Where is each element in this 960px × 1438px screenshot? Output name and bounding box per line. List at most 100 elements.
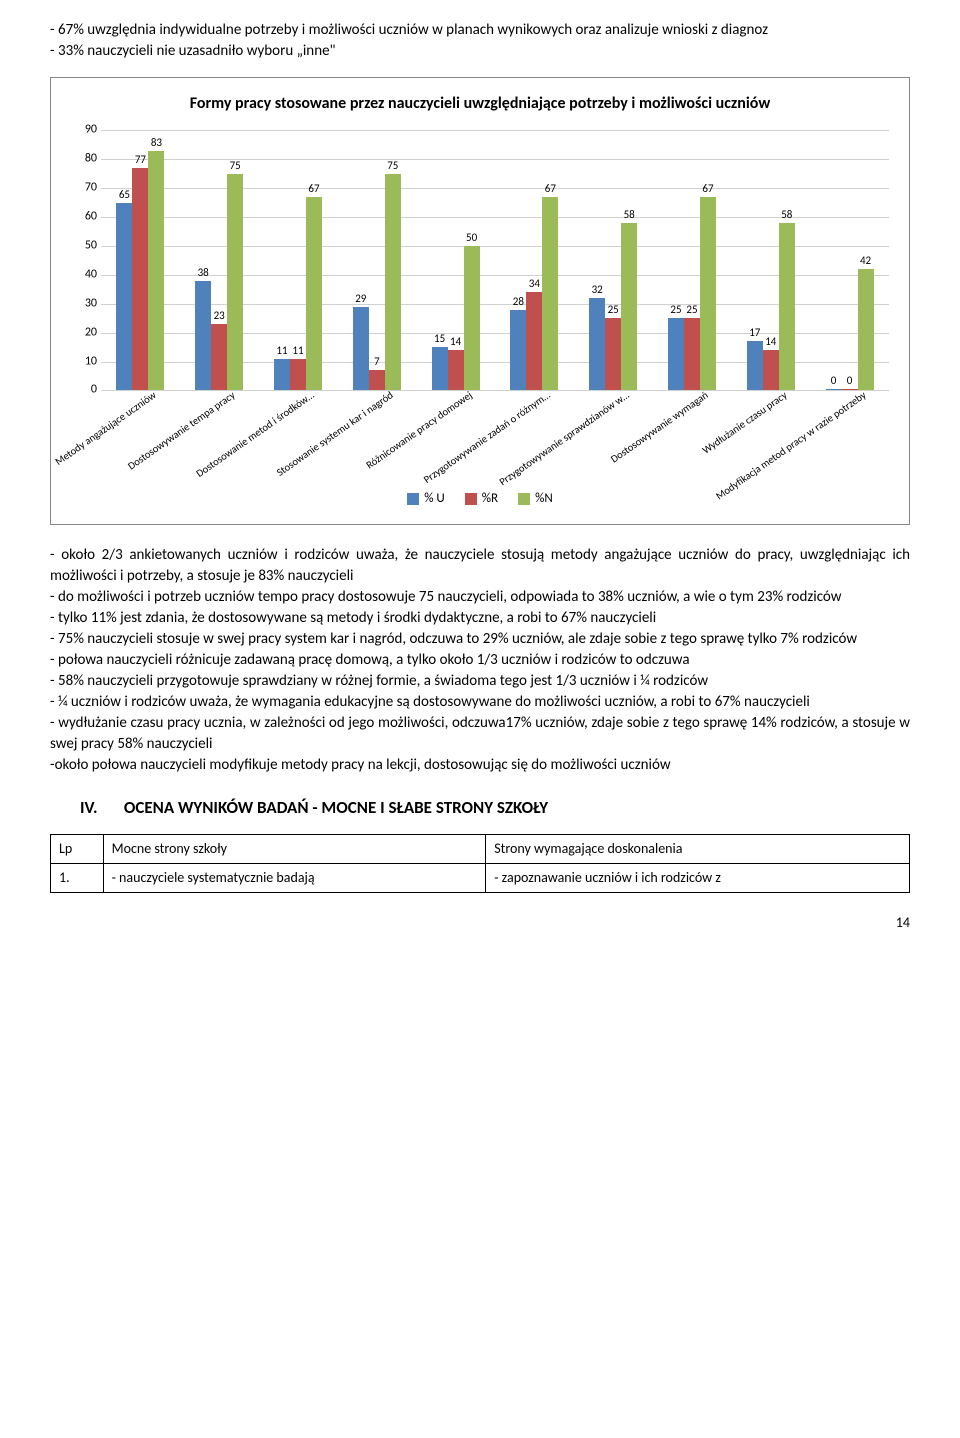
category-group: 0042: [826, 269, 874, 390]
body-line: -około połowa nauczycieli modyfikuje met…: [50, 755, 910, 776]
intro-line: - 67% uwzględnia indywidualne potrzeby i…: [50, 20, 910, 41]
bar-value-label: 50: [466, 230, 477, 245]
bar-value-label: 67: [308, 181, 319, 196]
y-tick-label: 40: [85, 266, 97, 283]
bar-value-label: 75: [387, 158, 398, 173]
bar: 67: [306, 197, 322, 391]
table-header-lp: Lp: [51, 835, 104, 864]
bar: 75: [385, 174, 401, 391]
body-line: - wydłużanie czasu pracy ucznia, w zależ…: [50, 713, 910, 755]
body-line: - 75% nauczycieli stosuje w swej pracy s…: [50, 629, 910, 650]
x-axis-label: Modyfikacja metod pracy w razie potrzeby: [850, 390, 907, 472]
body-line: - około 2/3 ankietowanych uczniów i rodz…: [50, 545, 910, 587]
category-group: 657783: [116, 151, 164, 391]
bar-value-label: 67: [702, 181, 713, 196]
bar: 38: [195, 281, 211, 391]
table-cell-lp: 1.: [51, 863, 104, 892]
section-title: OCENA WYNIKÓW BADAŃ - MOCNE I SŁABE STRO…: [124, 797, 548, 818]
bar: 77: [132, 168, 148, 390]
body-line: - do możliwości i potrzeb uczniów tempo …: [50, 587, 910, 608]
bar-value-label: 7: [374, 354, 380, 369]
body-line: - połowa nauczycieli różnicuje zadawaną …: [50, 650, 910, 671]
category-group: 382375: [195, 174, 243, 391]
legend-label: %R: [482, 490, 498, 508]
bar: 17: [747, 341, 763, 390]
chart-plot-area: 0102030405060708090 65778338237511116729…: [101, 130, 889, 390]
bar-value-label: 34: [529, 276, 540, 291]
bar-value-label: 14: [450, 334, 461, 349]
body-line: - ¼ uczniów i rodziców uważa, że wymagan…: [50, 692, 910, 713]
bar: 11: [274, 359, 290, 391]
bar: 28: [510, 310, 526, 391]
page-number: 14: [50, 913, 910, 933]
bar-value-label: 25: [670, 302, 681, 317]
bar-value-label: 38: [198, 265, 209, 280]
bar-plot: 6577833823751111672977515145028346732255…: [101, 130, 889, 390]
y-tick-label: 10: [85, 353, 97, 370]
category-group: 171458: [747, 223, 795, 391]
y-tick-label: 20: [85, 324, 97, 341]
table-header-row: Lp Mocne strony szkoły Strony wymagające…: [51, 835, 910, 864]
bar-value-label: 83: [151, 135, 162, 150]
legend-label: %N: [535, 490, 553, 508]
bar: 29: [353, 307, 369, 391]
bar: 11: [290, 359, 306, 391]
bar-value-label: 58: [624, 207, 635, 222]
y-tick-label: 90: [85, 122, 97, 139]
bar: 14: [763, 350, 779, 390]
y-tick-label: 30: [85, 295, 97, 312]
bar: 25: [668, 318, 684, 390]
table-cell-weak: - zapoznawanie uczniów i ich rodziców z: [486, 863, 910, 892]
bar: 25: [684, 318, 700, 390]
legend-swatch: [518, 493, 530, 505]
bar-value-label: 11: [292, 343, 303, 358]
bar: 42: [858, 269, 874, 390]
chart-container: Formy pracy stosowane przez nauczycieli …: [50, 77, 910, 525]
bar: 25: [605, 318, 621, 390]
intro-text: - 67% uwzględnia indywidualne potrzeby i…: [50, 20, 910, 62]
legend-label: % U: [424, 490, 445, 508]
bar: 65: [116, 203, 132, 391]
bar-value-label: 65: [119, 187, 130, 202]
table-header-weak: Strony wymagające doskonalenia: [486, 835, 910, 864]
bar: 23: [211, 324, 227, 390]
category-group: 29 7 75: [353, 174, 401, 391]
bar: 58: [779, 223, 795, 391]
category-group: 252567: [668, 197, 716, 391]
bar-value-label: 29: [355, 291, 366, 306]
chart-legend: % U %R %N: [71, 490, 889, 508]
y-tick-label: 80: [85, 151, 97, 168]
bar: 75: [227, 174, 243, 391]
bar-value-label: 58: [781, 207, 792, 222]
y-tick-label: 0: [91, 382, 97, 399]
section-roman: IV.: [80, 796, 120, 820]
bar: 58: [621, 223, 637, 391]
legend-swatch: [465, 493, 477, 505]
y-tick-label: 50: [85, 238, 97, 255]
x-axis-labels: Metody angażujące uczniówDostosowywanie …: [101, 390, 889, 490]
bar-value-label: 15: [434, 331, 445, 346]
intro-line: - 33% nauczycieli nie uzasadniło wyboru …: [50, 41, 910, 62]
y-tick-label: 70: [85, 180, 97, 197]
body-line: - 58% nauczycieli przygotowuje sprawdzia…: [50, 671, 910, 692]
bar: 67: [700, 197, 716, 391]
y-axis: 0102030405060708090: [71, 130, 101, 390]
section-heading: IV. OCENA WYNIKÓW BADAŃ - MOCNE I SŁABE …: [80, 796, 910, 820]
bar: 67: [542, 197, 558, 391]
bar-value-label: 77: [135, 152, 146, 167]
bar-value-label: 14: [765, 334, 776, 349]
bar-value-label: 25: [608, 302, 619, 317]
category-group: 111167: [274, 197, 322, 391]
bar-value-label: 42: [860, 253, 871, 268]
strengths-weaknesses-table: Lp Mocne strony szkoły Strony wymagające…: [50, 834, 910, 892]
table-header-strong: Mocne strony szkoły: [103, 835, 486, 864]
bar: 34: [526, 292, 542, 390]
bar-value-label: 28: [513, 294, 524, 309]
legend-swatch: [407, 493, 419, 505]
bar: 32: [589, 298, 605, 390]
bar-value-label: 32: [592, 282, 603, 297]
chart-title: Formy pracy stosowane przez nauczycieli …: [71, 93, 889, 115]
bar-value-label: 0: [831, 373, 837, 388]
bar-value-label: 25: [686, 302, 697, 317]
y-tick-label: 60: [85, 209, 97, 226]
